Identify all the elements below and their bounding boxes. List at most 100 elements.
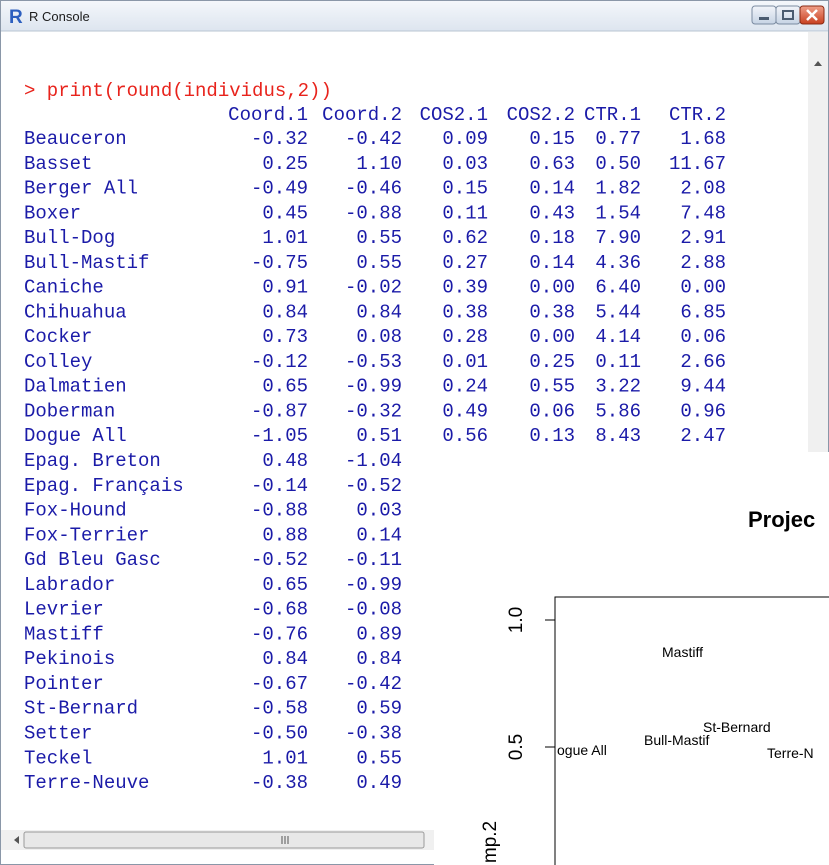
cell: 0.73 bbox=[262, 326, 308, 348]
cell: 2.66 bbox=[680, 351, 726, 373]
row-name: Gd Bleu Gasc bbox=[24, 549, 161, 571]
minimize-button[interactable] bbox=[751, 5, 777, 25]
row-name: Pointer bbox=[24, 673, 104, 695]
row-name: Epag. Breton bbox=[24, 450, 161, 472]
cell: -0.76 bbox=[251, 623, 308, 645]
cell: 2.88 bbox=[680, 252, 726, 274]
row-name: Setter bbox=[24, 722, 92, 744]
column-header: Coord.1 bbox=[228, 104, 308, 126]
cell: 4.14 bbox=[595, 326, 641, 348]
row-name: Colley bbox=[24, 351, 92, 373]
row-name: Bull-Mastif bbox=[24, 252, 149, 274]
cell: 0.88 bbox=[262, 524, 308, 546]
cell: -0.38 bbox=[345, 722, 402, 744]
cell: 1.54 bbox=[595, 202, 641, 224]
cell: 2.91 bbox=[680, 227, 726, 249]
cell: 0.55 bbox=[356, 252, 402, 274]
cell: -0.99 bbox=[345, 376, 402, 398]
plot-window: Projec1.00.50mp.2MastiffSt-BernardBull-M… bbox=[434, 452, 829, 865]
row-name: Fox-Terrier bbox=[24, 524, 149, 546]
cell: 7.90 bbox=[595, 227, 641, 249]
cell: 1.10 bbox=[356, 153, 402, 175]
cell: -0.87 bbox=[251, 400, 308, 422]
y-tick-label: 0.5 bbox=[506, 734, 527, 760]
r-icon: R bbox=[9, 7, 23, 28]
cell: 0.39 bbox=[442, 277, 488, 299]
point-label: St-Bernard bbox=[703, 719, 771, 735]
cell: 0.25 bbox=[262, 153, 308, 175]
svg-text:R: R bbox=[9, 7, 23, 28]
row-name: Epag. Français bbox=[24, 475, 184, 497]
cell: 0.18 bbox=[529, 227, 575, 249]
cell: 0.84 bbox=[262, 648, 308, 670]
cell: -0.42 bbox=[345, 128, 402, 150]
cell: 0.38 bbox=[529, 301, 575, 323]
column-header: CTR.2 bbox=[669, 104, 726, 126]
cell: 0.77 bbox=[595, 128, 641, 150]
point-label: ogue All bbox=[557, 742, 607, 758]
cell: 4.36 bbox=[595, 252, 641, 274]
cell: 2.08 bbox=[680, 178, 726, 200]
cell: 5.44 bbox=[595, 301, 641, 323]
cell: 0.15 bbox=[529, 128, 575, 150]
cell: 0.38 bbox=[442, 301, 488, 323]
close-button[interactable] bbox=[799, 5, 825, 25]
cell: 0.65 bbox=[262, 574, 308, 596]
cell: 0.49 bbox=[442, 400, 488, 422]
cell: 0.63 bbox=[529, 153, 575, 175]
cell: -0.88 bbox=[251, 500, 308, 522]
cell: 0.00 bbox=[529, 326, 575, 348]
cell: -1.05 bbox=[251, 425, 308, 447]
plot-title: Projec bbox=[748, 507, 815, 532]
maximize-button[interactable] bbox=[775, 5, 801, 25]
row-name: Bull-Dog bbox=[24, 227, 115, 249]
row-name: Basset bbox=[24, 153, 92, 175]
column-header: COS2.2 bbox=[507, 104, 575, 126]
cell: -0.58 bbox=[251, 698, 308, 720]
cell: 0.48 bbox=[262, 450, 308, 472]
cell: -0.88 bbox=[345, 202, 402, 224]
cell: 0.14 bbox=[529, 178, 575, 200]
row-name: Berger All bbox=[24, 178, 138, 200]
cell: 0.28 bbox=[442, 326, 488, 348]
cell: -0.68 bbox=[251, 599, 308, 621]
cell: 0.84 bbox=[356, 648, 402, 670]
cell: 0.14 bbox=[529, 252, 575, 274]
row-name: Cocker bbox=[24, 326, 92, 348]
cell: 1.82 bbox=[595, 178, 641, 200]
title-bar bbox=[1, 1, 828, 31]
cell: 0.25 bbox=[529, 351, 575, 373]
cell: 0.08 bbox=[356, 326, 402, 348]
window-title: R Console bbox=[29, 9, 90, 24]
cell: 0.43 bbox=[529, 202, 575, 224]
cell: 0.55 bbox=[529, 376, 575, 398]
cell: 0.55 bbox=[356, 747, 402, 769]
cell: 0.14 bbox=[356, 524, 402, 546]
row-name: St-Bernard bbox=[24, 698, 138, 720]
cell: 9.44 bbox=[680, 376, 726, 398]
point-label: Mastiff bbox=[662, 644, 703, 660]
cell: 0.84 bbox=[356, 301, 402, 323]
row-name: Doberman bbox=[24, 400, 115, 422]
cell: 0.62 bbox=[442, 227, 488, 249]
cell: 3.22 bbox=[595, 376, 641, 398]
cell: -0.11 bbox=[345, 549, 402, 571]
row-name: Labrador bbox=[24, 574, 115, 596]
row-name: Caniche bbox=[24, 277, 104, 299]
cell: -0.46 bbox=[345, 178, 402, 200]
row-name: Beauceron bbox=[24, 128, 127, 150]
cell: 0.09 bbox=[442, 128, 488, 150]
cell: -0.52 bbox=[345, 475, 402, 497]
column-header: Coord.2 bbox=[322, 104, 402, 126]
point-label: Terre-N bbox=[767, 745, 814, 761]
row-name: Dalmatien bbox=[24, 376, 127, 398]
row-name: Pekinois bbox=[24, 648, 115, 670]
cell: 1.68 bbox=[680, 128, 726, 150]
cell: 0.89 bbox=[356, 623, 402, 645]
cell: 0.27 bbox=[442, 252, 488, 274]
console-text: > print(round(individus,2))Coord.1 Coord.… bbox=[24, 80, 726, 794]
y-tick-label: 1.0 bbox=[506, 607, 527, 633]
cell: 2.47 bbox=[680, 425, 726, 447]
cell: 0.91 bbox=[262, 277, 308, 299]
